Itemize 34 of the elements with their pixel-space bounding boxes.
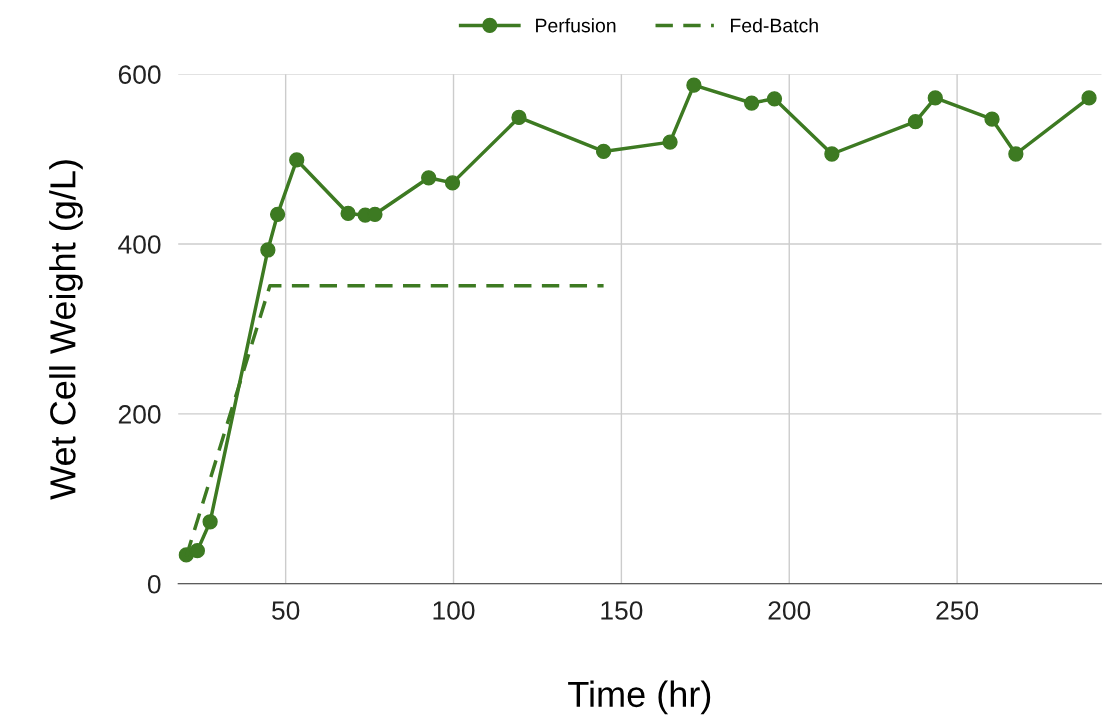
x-tick-label: 250 xyxy=(936,601,979,620)
point xyxy=(421,170,437,186)
legend-label: Perfusion xyxy=(536,18,616,33)
y-axis-title: Wet Cell Weight (g/L) xyxy=(49,160,83,500)
point xyxy=(984,111,1000,127)
point xyxy=(340,205,356,222)
point xyxy=(686,77,702,93)
point xyxy=(766,91,783,107)
point xyxy=(202,514,218,530)
x-axis-title: Time (hr) xyxy=(568,680,711,715)
point xyxy=(1008,146,1024,162)
point xyxy=(269,206,286,222)
point xyxy=(444,175,461,191)
y-tick-label: 0 xyxy=(147,574,161,594)
y-tick-label: 400 xyxy=(118,235,161,254)
y-tick-label: 200 xyxy=(118,405,161,424)
point xyxy=(367,206,383,222)
point xyxy=(511,109,527,126)
point xyxy=(289,152,305,168)
x-tick-label: 50 xyxy=(272,601,300,620)
point xyxy=(744,95,760,111)
point xyxy=(662,134,678,150)
legend-label: Fed-Batch xyxy=(731,18,818,33)
x-tick-label: 150 xyxy=(601,601,643,620)
point xyxy=(1081,90,1097,106)
x-tick-label: 100 xyxy=(433,601,475,620)
point xyxy=(907,114,924,130)
point xyxy=(927,90,943,106)
point xyxy=(260,242,276,258)
y-tick-label: 600 xyxy=(118,65,161,84)
point xyxy=(824,146,840,162)
point xyxy=(595,143,612,160)
point xyxy=(189,543,206,559)
x-tick-label: 200 xyxy=(768,601,811,620)
